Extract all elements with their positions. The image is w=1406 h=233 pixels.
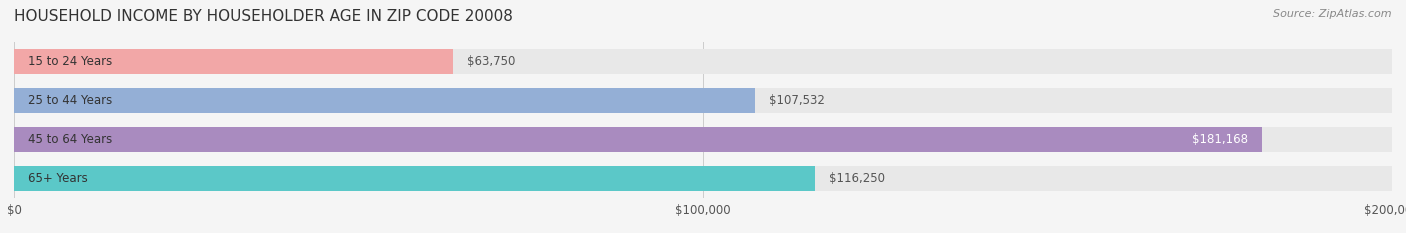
Text: 65+ Years: 65+ Years bbox=[28, 172, 87, 185]
Bar bbox=[14, 49, 453, 74]
Text: 45 to 64 Years: 45 to 64 Years bbox=[28, 133, 112, 146]
Text: Source: ZipAtlas.com: Source: ZipAtlas.com bbox=[1274, 9, 1392, 19]
Text: $63,750: $63,750 bbox=[467, 55, 516, 68]
Bar bbox=[14, 127, 1263, 152]
Text: $116,250: $116,250 bbox=[828, 172, 884, 185]
Text: $107,532: $107,532 bbox=[769, 94, 824, 107]
Text: $181,168: $181,168 bbox=[1192, 133, 1249, 146]
Bar bbox=[14, 166, 815, 191]
Text: 25 to 44 Years: 25 to 44 Years bbox=[28, 94, 112, 107]
Bar bbox=[14, 88, 755, 113]
Bar bbox=[14, 127, 1392, 152]
Bar bbox=[14, 88, 1392, 113]
Text: HOUSEHOLD INCOME BY HOUSEHOLDER AGE IN ZIP CODE 20008: HOUSEHOLD INCOME BY HOUSEHOLDER AGE IN Z… bbox=[14, 9, 513, 24]
Bar bbox=[14, 166, 1392, 191]
Text: 15 to 24 Years: 15 to 24 Years bbox=[28, 55, 112, 68]
Bar bbox=[14, 49, 1392, 74]
